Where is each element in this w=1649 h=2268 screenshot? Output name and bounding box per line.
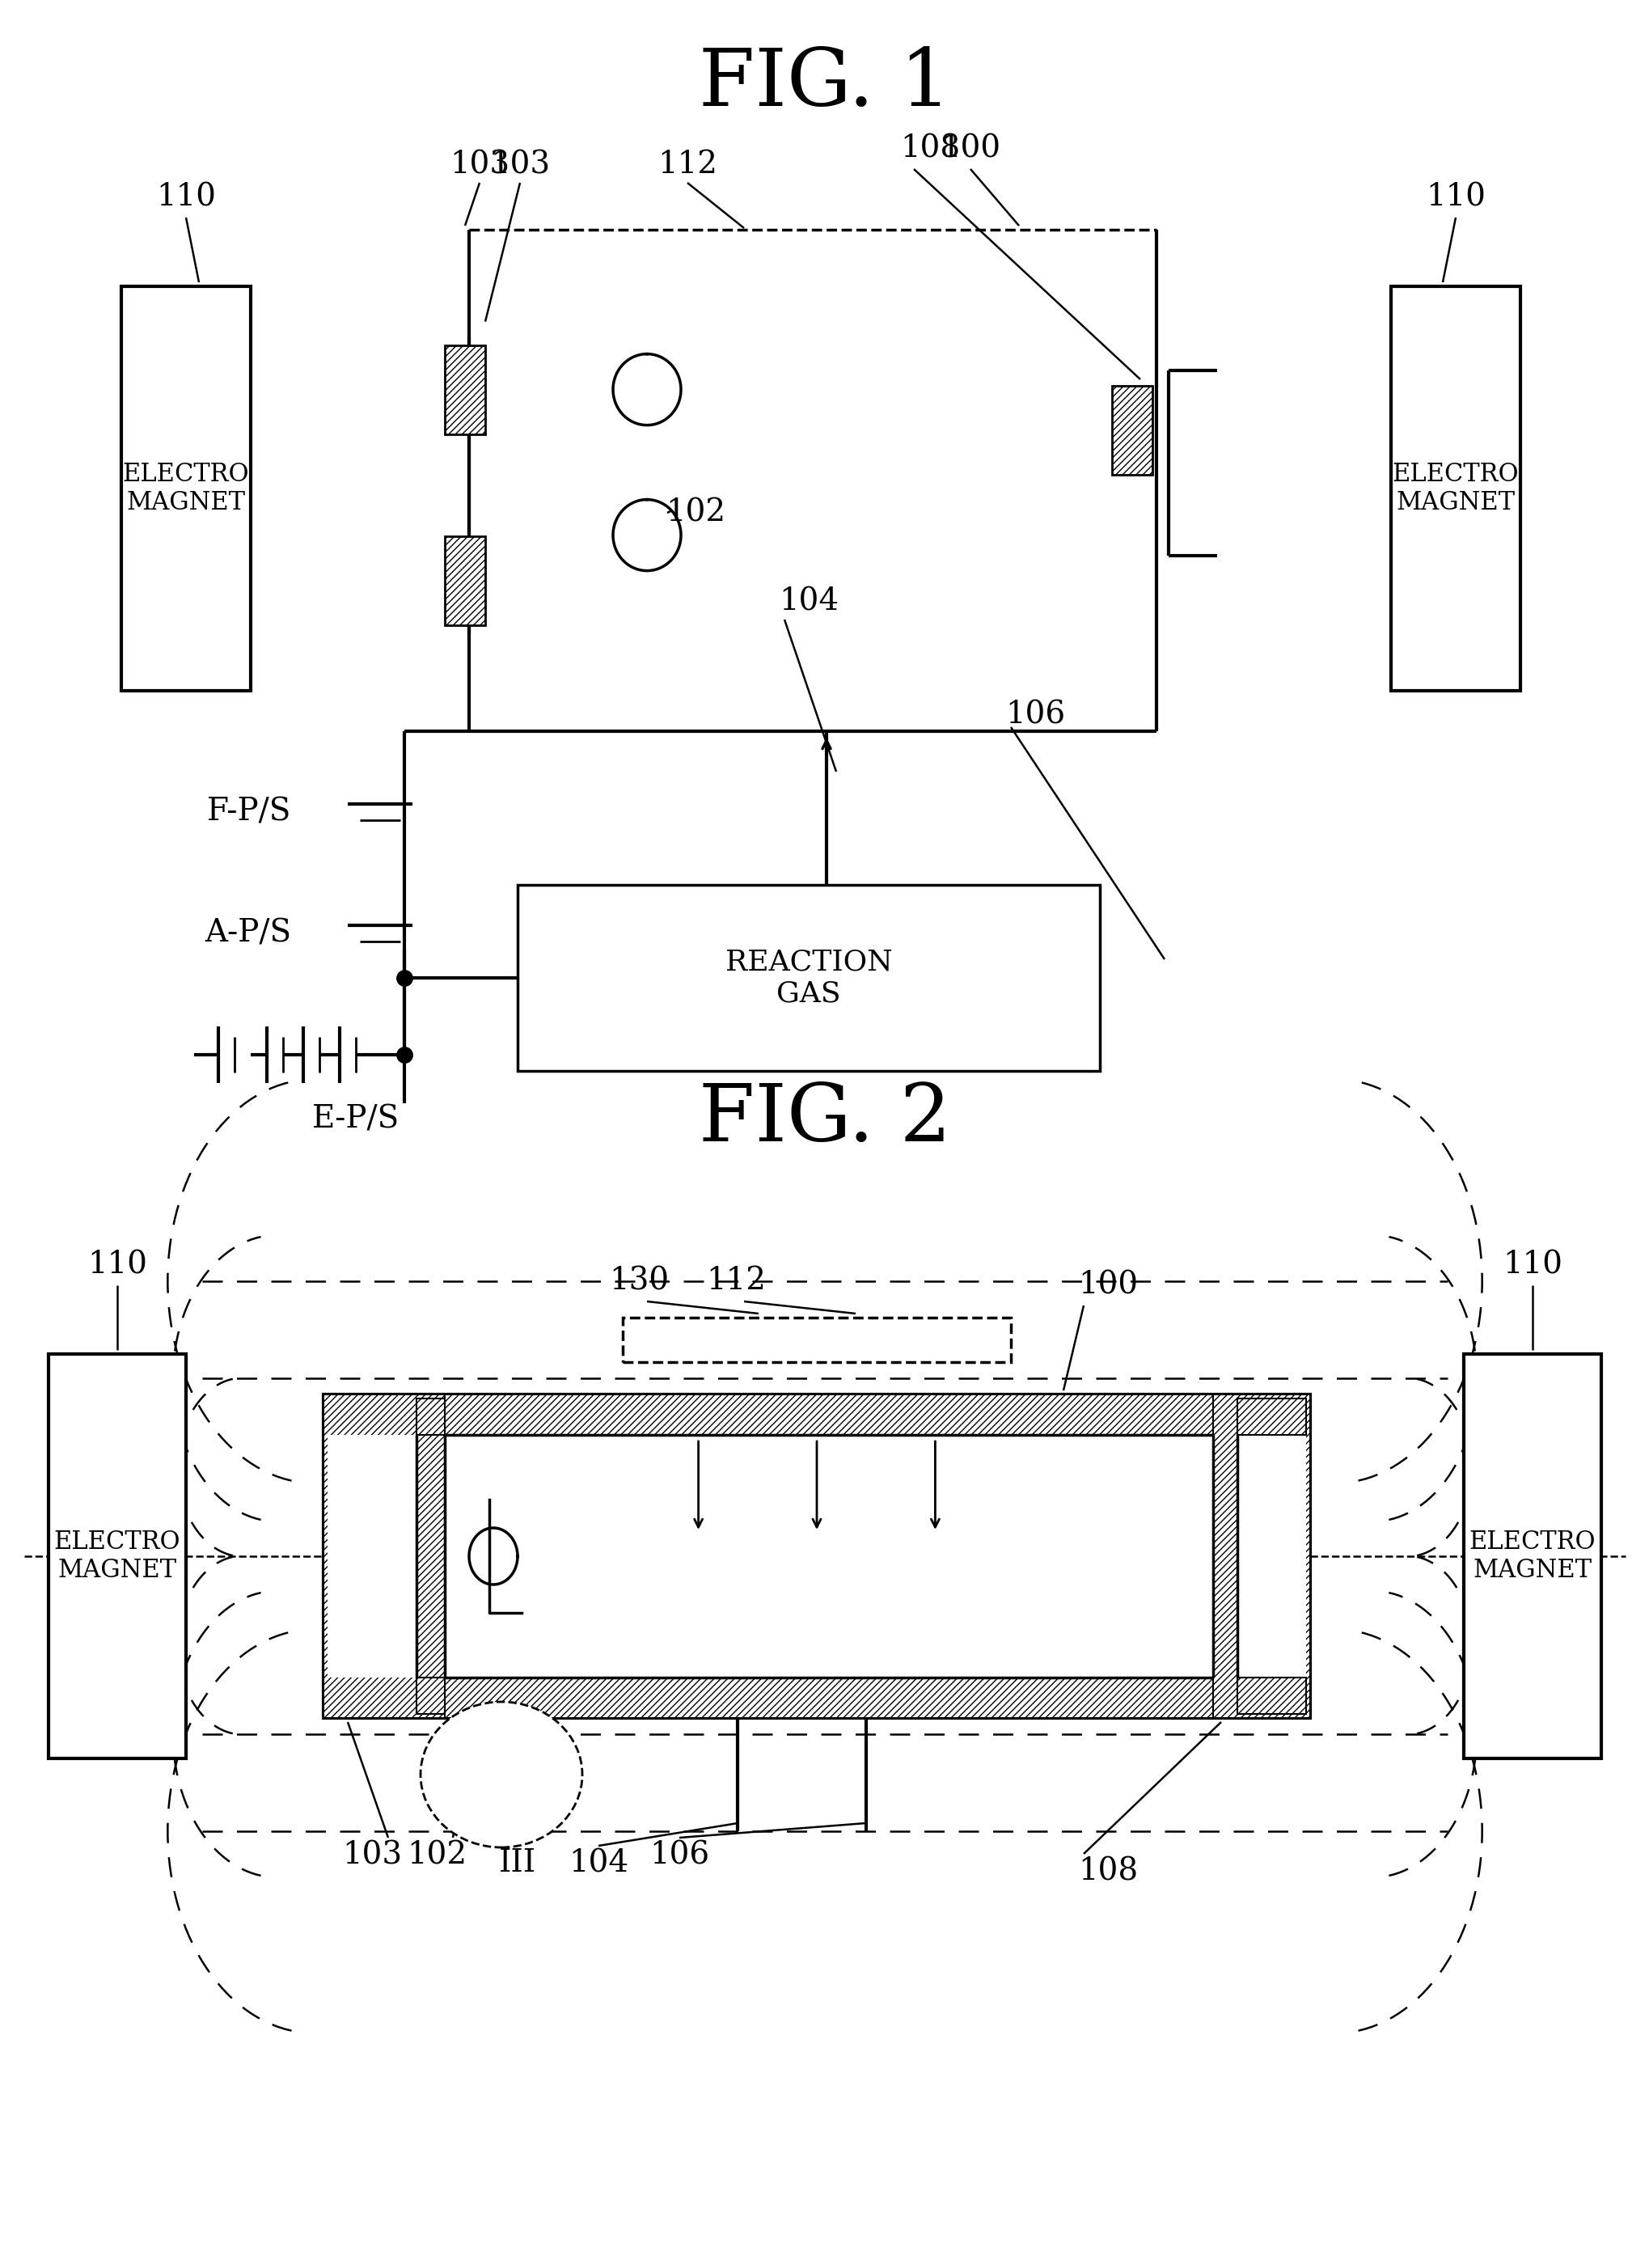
Bar [323,1395,1309,1436]
Bar [1237,1399,1306,1436]
Text: 110: 110 [1425,181,1484,213]
Text: 103: 103 [490,150,549,179]
Text: 103: 103 [341,1842,402,1871]
Bar [518,885,1100,1070]
Text: 108: 108 [1077,1857,1138,1887]
Bar [416,1399,445,1436]
Text: REACTION
GAS: REACTION GAS [726,948,892,1007]
Text: 110: 110 [157,181,216,213]
Text: 110: 110 [87,1250,147,1279]
Text: E-P/S: E-P/S [312,1105,399,1134]
Text: 110: 110 [1502,1250,1562,1279]
Bar [1212,1395,1309,1717]
Bar [1390,286,1520,692]
Text: A-P/S: A-P/S [204,919,290,948]
Text: 102: 102 [665,499,726,528]
Bar [445,535,485,626]
Text: FIG. 1: FIG. 1 [698,45,951,122]
Text: 106: 106 [650,1842,709,1871]
Text: 130: 130 [608,1266,668,1297]
Text: III: III [498,1848,536,1878]
Text: 106: 106 [1004,701,1065,730]
Text: 100: 100 [940,134,999,163]
Bar [416,1678,445,1715]
Ellipse shape [420,1701,582,1848]
Bar [323,1678,1309,1717]
Text: ELECTRO
MAGNET: ELECTRO MAGNET [1392,460,1519,515]
Text: 102: 102 [407,1842,467,1871]
Text: ELECTRO
MAGNET: ELECTRO MAGNET [122,460,249,515]
Text: 112: 112 [658,150,717,179]
Text: FIG. 2: FIG. 2 [698,1080,951,1159]
Bar [1463,1354,1601,1758]
Bar [445,1436,1212,1678]
Bar [323,1395,1309,1717]
Text: 104: 104 [569,1848,628,1878]
Bar [1237,1436,1306,1678]
Bar [1237,1678,1306,1715]
Bar [122,286,251,692]
Text: 104: 104 [778,587,838,617]
Text: 112: 112 [706,1266,765,1297]
Bar [622,1318,1011,1363]
Text: 103: 103 [450,150,510,179]
Bar [1111,386,1153,474]
Text: 108: 108 [900,134,960,163]
Text: ELECTRO
MAGNET: ELECTRO MAGNET [1469,1529,1595,1583]
Text: F-P/S: F-P/S [206,796,290,828]
Bar [328,1436,416,1678]
Bar [48,1354,186,1758]
Text: 100: 100 [1077,1270,1138,1300]
Bar [323,1395,445,1717]
Text: ELECTRO
MAGNET: ELECTRO MAGNET [54,1529,180,1583]
Bar [445,345,485,435]
